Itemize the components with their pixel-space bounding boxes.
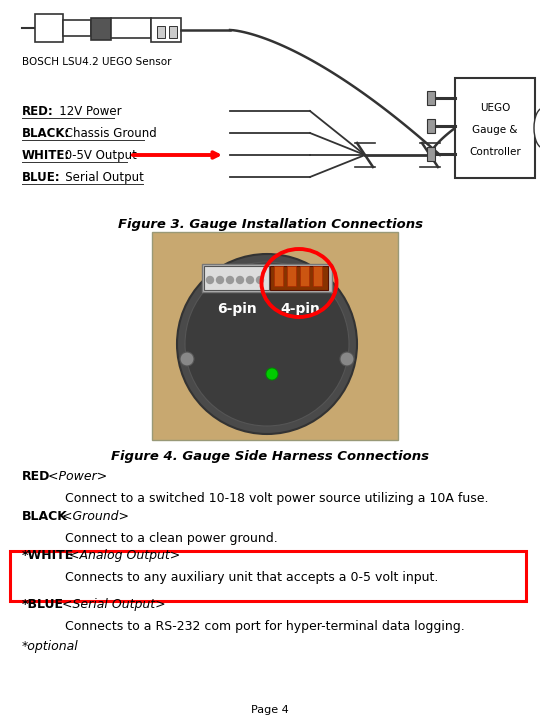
Bar [157,26,165,38]
Bar [300,266,309,286]
Text: RED: RED [22,470,50,483]
Bar [151,18,181,42]
Text: Connects to a RS-232 com port for hyper-terminal data logging.: Connects to a RS-232 com port for hyper-… [65,620,465,633]
Bar [10,551,526,601]
Text: Gauge &: Gauge & [472,125,518,135]
Text: <Serial Output>: <Serial Output> [58,598,166,611]
Text: Connect to a clean power ground.: Connect to a clean power ground. [65,532,278,545]
Bar [287,266,296,286]
Bar [152,232,398,440]
Bar [91,18,111,40]
Text: Connects to any auxiliary unit that accepts a 0-5 volt input.: Connects to any auxiliary unit that acce… [65,571,438,584]
Text: *optional: *optional [22,640,79,653]
Bar [270,266,328,290]
Text: BLUE:: BLUE: [22,171,60,184]
Text: Page 4: Page 4 [251,705,289,715]
Text: Serial Output: Serial Output [55,171,144,184]
Bar [63,20,91,36]
Text: BLACK:: BLACK: [22,127,70,140]
Circle shape [177,254,357,434]
Text: <Analog Output>: <Analog Output> [65,549,180,562]
Text: BLACK: BLACK [22,510,68,523]
Bar [202,264,332,292]
Text: 12V Power: 12V Power [48,105,122,118]
Bar [274,266,283,286]
Bar [427,91,435,105]
Circle shape [256,276,264,284]
Text: WHITE:: WHITE: [22,149,70,162]
Circle shape [206,276,213,284]
Text: <Power>: <Power> [44,470,107,483]
Circle shape [217,276,224,284]
Ellipse shape [534,108,540,148]
Circle shape [180,352,194,366]
Bar [35,14,63,42]
Text: Figure 4. Gauge Side Harness Connections: Figure 4. Gauge Side Harness Connections [111,450,429,463]
Bar [313,266,322,286]
Circle shape [185,262,349,426]
Text: Figure 3. Gauge Installation Connections: Figure 3. Gauge Installation Connections [118,218,422,231]
Text: *BLUE: *BLUE [22,598,64,611]
Text: 6-pin: 6-pin [217,302,257,316]
Circle shape [246,276,253,284]
Text: 4-pin: 4-pin [280,302,320,316]
Bar [111,18,151,38]
Text: Chassis Ground: Chassis Ground [61,127,157,140]
Bar [427,147,435,161]
Text: Connect to a switched 10-18 volt power source utilizing a 10A fuse.: Connect to a switched 10-18 volt power s… [65,492,489,505]
Text: RED:: RED: [22,105,54,118]
Text: UEGO: UEGO [480,103,510,113]
Text: *WHITE: *WHITE [22,549,75,562]
Bar [455,78,535,178]
Text: 0-5V Output: 0-5V Output [61,149,137,162]
Circle shape [340,352,354,366]
Circle shape [237,276,244,284]
Circle shape [226,276,233,284]
Text: Controller: Controller [469,147,521,157]
Text: <Ground>: <Ground> [58,510,129,523]
Circle shape [266,368,278,380]
Bar [204,266,269,290]
Bar [427,119,435,133]
Text: BOSCH LSU4.2 UEGO Sensor: BOSCH LSU4.2 UEGO Sensor [22,57,172,67]
Bar [169,26,177,38]
